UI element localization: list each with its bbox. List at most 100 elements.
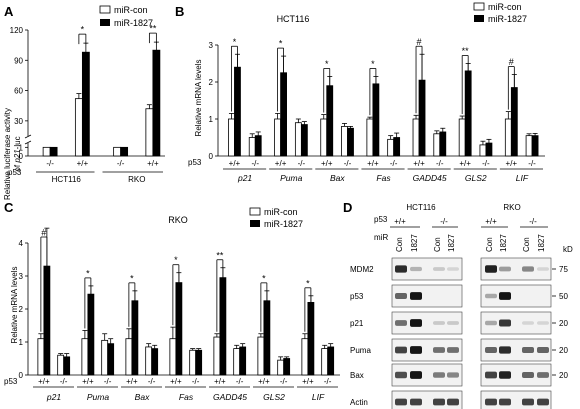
panel-b-genotype: -/- (436, 159, 444, 168)
panel-c-sig: # (41, 228, 46, 238)
panel-b-sig: # (417, 37, 422, 47)
panel-c-ylabel: Relative mRNA levels (10, 267, 19, 344)
panel-d-band (395, 346, 407, 354)
panel-b-sig: # (509, 57, 514, 67)
panel-d-p53-label: p53 (374, 215, 388, 224)
panel-a-bar-mir (49, 146, 58, 157)
panel-d-marker-label: 20 (559, 346, 568, 355)
panel-c-genotype: -/- (192, 377, 200, 386)
panel-a-ylabel-2-italic: p21 (13, 149, 22, 163)
panel-d-band (395, 265, 407, 273)
panel-b-legend-mir: miR-1827 (488, 14, 527, 24)
panel-a-ytick-label: 30 (14, 117, 23, 126)
panel-d-cell-line-rko: RKO (503, 203, 520, 212)
panel-b-ytick-label: 3 (209, 41, 214, 50)
panel-c-bar-con-ko (321, 348, 329, 376)
panel-a-legend-swatch-con (99, 5, 111, 14)
panel-b-bar-con-ko (341, 126, 348, 157)
panel-b-ytick-label: 0 (209, 152, 214, 161)
panel-b-genotype: +/+ (367, 159, 379, 168)
panel-b-p53-label: p53 (188, 158, 202, 167)
panel-b-gene-label: GADD45 (413, 173, 447, 183)
panel-d-band (410, 398, 422, 406)
panel-a-bar-con (145, 108, 154, 157)
panel-b-title: HCT116 (277, 14, 310, 24)
panel-a-ylabel-2-suffix: -luc (13, 136, 22, 149)
panel-b-bar-con-ko (387, 138, 395, 157)
panel-letter-c: C (4, 200, 14, 215)
panel-d-band (522, 398, 534, 406)
panel-b-bar-con-ko (294, 122, 302, 157)
panel-c-p53-label: p53 (4, 377, 18, 386)
panel-d-band (410, 346, 422, 354)
panel-d-band (447, 347, 459, 353)
panel-c-gene-label: p21 (46, 392, 61, 402)
panel-a-genotype: -/- (117, 159, 125, 168)
panel-c-bar-con-pp (301, 338, 309, 376)
panel-b-sig: ** (462, 46, 470, 56)
panel-d-band (522, 321, 534, 325)
panel-d-band (433, 347, 445, 353)
panel-a-legend-con: miR-con (114, 5, 148, 15)
panel-a-genotype: -/- (46, 159, 54, 168)
panel-c-genotype: +/+ (214, 377, 226, 386)
panel-b-bar-mir-ko (439, 131, 447, 157)
panel-b-bar-con-ko (525, 135, 533, 157)
panel-d-band (499, 319, 511, 327)
panel-d-membrane-rko (480, 363, 552, 387)
panel-c-bar-mir-ko (283, 358, 291, 376)
panel-b-bar-mir-ko (531, 135, 539, 157)
panel-c-genotype: +/+ (258, 377, 270, 386)
panel-d-cell-line-hct116: HCT116 (406, 203, 436, 212)
panel-c-sig: * (262, 273, 266, 283)
panel-d-band (537, 347, 549, 353)
panel-c-bar-mir-ko (195, 349, 203, 376)
panel-a-group-label: HCT116 (52, 175, 82, 184)
panel-b-bar-mir-ko (300, 124, 308, 157)
panel-b-chart: HCT116 Relative mRNA levels miR-con miR-… (188, 2, 527, 167)
panel-c-genotype: -/- (280, 377, 288, 386)
panel-a-legend-mir: miR-1827 (114, 18, 153, 28)
panel-d-lane-label: 1827 (410, 234, 419, 252)
panel-d-band (433, 398, 445, 406)
panel-d-lane-label: 1827 (447, 234, 456, 252)
panel-b-genotype: +/+ (413, 159, 425, 168)
panel-d-band (499, 371, 511, 379)
panel-d-band (499, 398, 511, 406)
panel-a-axis-break-2 (24, 140, 32, 145)
panel-d-status-hct-pp: +/+ (394, 217, 406, 226)
panel-b-bar-con-ko (248, 137, 256, 157)
panel-d-status-hct-ko: -/- (440, 217, 448, 226)
panel-d-band (395, 293, 407, 299)
panel-d-membrane-rko (480, 284, 552, 308)
panel-b-genotype: -/- (298, 159, 306, 168)
panel-b-bar-mir-ko (393, 137, 401, 157)
panel-d-band (433, 267, 445, 271)
panel-b-bar-con-pp (458, 118, 466, 157)
panel-c-ytick-label: 0 (19, 371, 24, 380)
panel-b-genotype: +/+ (321, 159, 333, 168)
panel-d-membrane-hct116 (391, 311, 463, 335)
panel-d-mir-label: miR (374, 233, 388, 242)
panel-c-bar-con-ko (189, 349, 197, 376)
panel-d-band (410, 371, 422, 379)
panel-c-gene-label: Puma (87, 392, 109, 402)
panel-a-bar-mir (120, 146, 129, 157)
panel-c-gene-label: LIF (312, 392, 325, 402)
panel-a-ylabel-2-prefix: of (13, 163, 22, 172)
panel-c-sig: ** (216, 250, 224, 260)
panel-c-bar-con-pp (169, 338, 177, 376)
panel-d-membrane-rko (480, 338, 552, 362)
panel-c-bar-con-ko (101, 339, 109, 376)
panel-a-bar-con (74, 98, 83, 157)
panel-a-axis-break-1 (24, 134, 32, 139)
panel-c-bar-con-pp (213, 336, 221, 376)
panel-c-title: RKO (168, 215, 188, 225)
panel-b-bar-mir-ko (347, 127, 354, 157)
panel-a-ylabel-1: Relative luciferase activity (3, 108, 12, 200)
panel-c-ytick-label: 4 (19, 239, 24, 248)
panel-c-genotype: -/- (60, 377, 68, 386)
panel-d-band (485, 293, 497, 299)
panel-c-gene-label: GLS2 (263, 392, 285, 402)
panel-c-bar-mir-ko (239, 346, 247, 376)
